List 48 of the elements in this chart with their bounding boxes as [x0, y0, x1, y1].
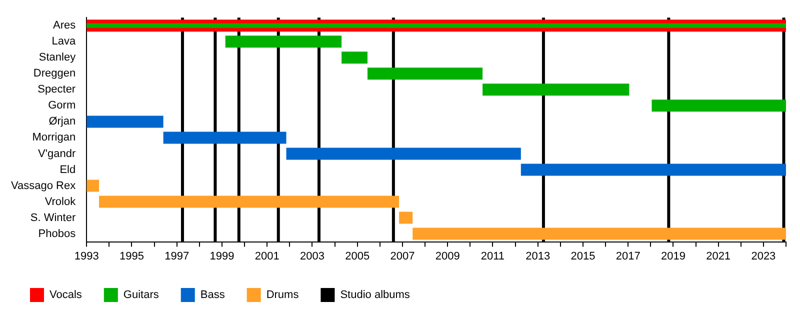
y-tick-label: Phobos: [38, 228, 76, 240]
y-tick-label: Ørjan: [48, 116, 76, 128]
x-tick-label: 2017: [616, 250, 640, 262]
x-tick-label: 2019: [660, 250, 686, 262]
y-tick-label: S. Winter: [30, 212, 76, 224]
y-tick-label: Morrigan: [32, 132, 76, 144]
legend-label: Studio albums: [340, 289, 410, 302]
y-tick-label: Gorm: [48, 100, 76, 112]
x-tick-label: 2009: [435, 250, 460, 262]
legend-label: Guitars: [123, 289, 160, 302]
bar: [652, 100, 786, 112]
x-tick-label: 2023: [751, 250, 776, 262]
x-tick-label: 2021: [706, 250, 731, 262]
x-tick-label: 1997: [164, 250, 190, 262]
bar: [342, 52, 368, 64]
x-tick-label: 2001: [254, 250, 280, 262]
y-tick-label: Stanley: [38, 52, 76, 64]
bar: [367, 68, 483, 80]
y-tick-label: Ares: [52, 20, 76, 32]
bar: [412, 228, 786, 240]
y-tick-label: Lava: [52, 36, 76, 48]
bar: [163, 132, 286, 144]
x-tick-label: 2007: [390, 250, 415, 262]
legend-label: Vocals: [50, 289, 82, 302]
bar: [482, 84, 630, 96]
y-tick-label: Vassago Rex: [11, 180, 76, 192]
bar: [399, 212, 413, 224]
x-tick-label: 2005: [345, 250, 370, 262]
y-tick-label: V'gandr: [38, 148, 76, 160]
bar: [520, 164, 786, 176]
x-tick-label: 2015: [570, 250, 596, 262]
x-tick-label: 2013: [526, 250, 550, 262]
y-tick-label: Vrolok: [44, 196, 76, 208]
x-tick-label: 1999: [210, 250, 234, 262]
legend-label: Bass: [200, 289, 226, 302]
bar: [86, 180, 100, 192]
bar: [225, 36, 342, 48]
bar: [99, 196, 400, 208]
x-tick-label: 2003: [300, 250, 324, 262]
x-tick-label: 1995: [119, 250, 144, 262]
bar: [86, 116, 164, 128]
legend-label: Drums: [266, 289, 300, 302]
x-tick-label: 1993: [74, 250, 99, 262]
y-tick-label: Dreggen: [33, 68, 76, 80]
x-tick-label: 2011: [480, 250, 505, 262]
y-tick-label: Specter: [38, 84, 76, 96]
y-tick-label: Eld: [60, 164, 76, 176]
bar: [286, 148, 521, 160]
